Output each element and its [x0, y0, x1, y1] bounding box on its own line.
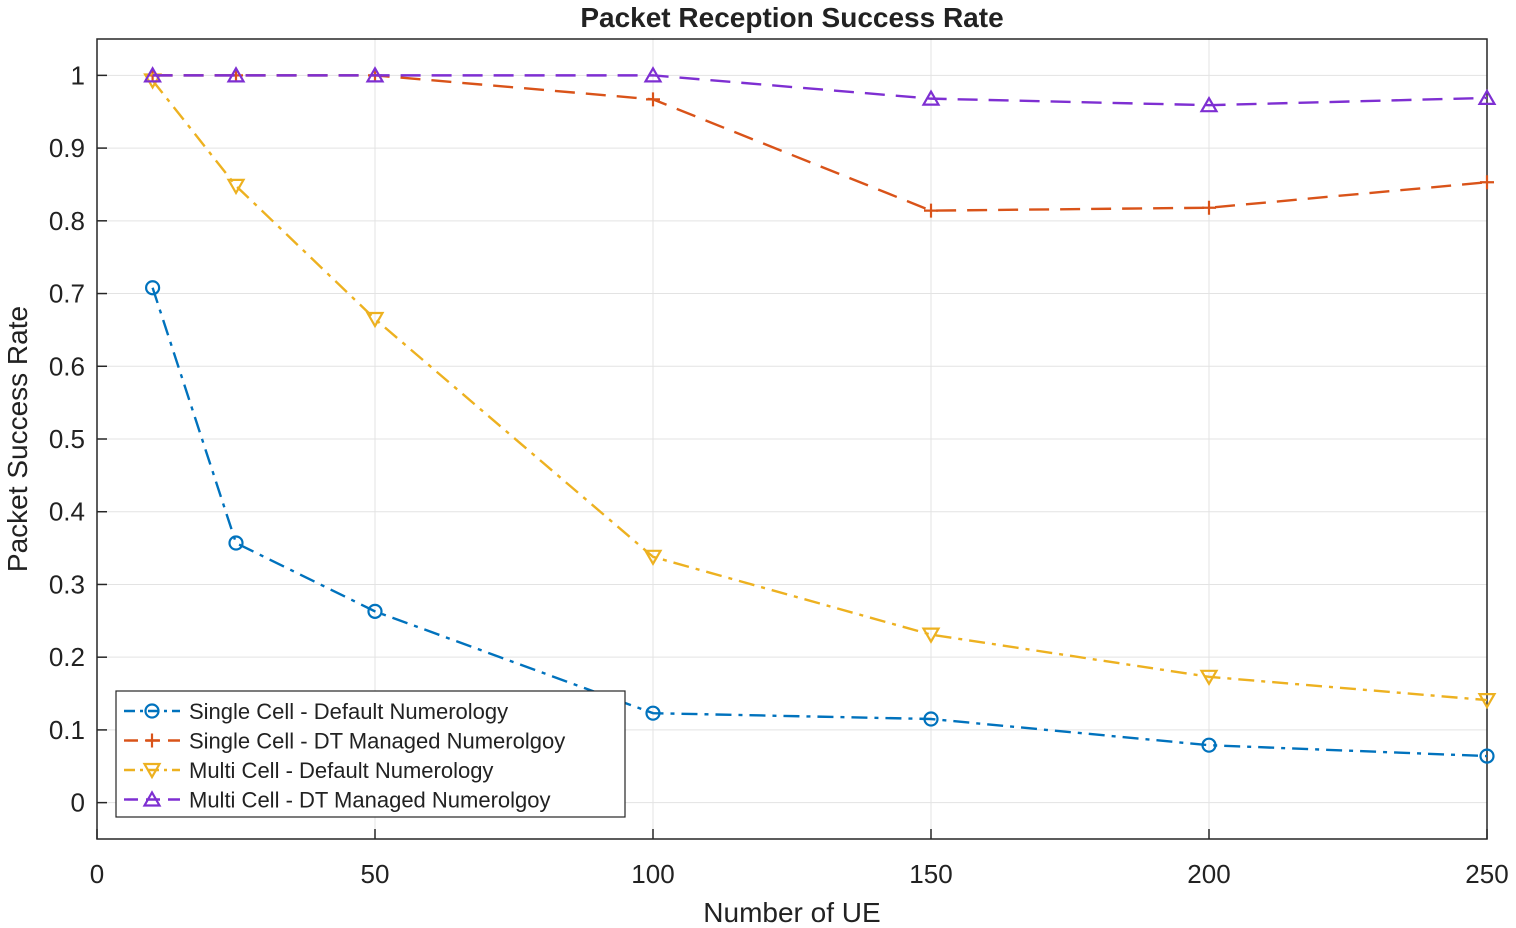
y-tick-label: 0.1: [49, 715, 85, 745]
y-tick-label: 1: [71, 60, 85, 90]
data-point: [646, 92, 660, 107]
x-tick-label: 250: [1465, 859, 1508, 889]
x-tick-label: 50: [361, 859, 390, 889]
x-axis: 0 50 100 150 200 250: [90, 829, 1509, 889]
y-tick-label: 0.4: [49, 497, 85, 527]
data-point: [643, 66, 663, 83]
y-axis: 0 0.1 0.2 0.3 0.4 0.5 0.6 0.7 0.8 0.9 1: [49, 60, 107, 818]
legend-label: Single Cell - Default Numerology: [189, 699, 508, 724]
y-tick-label: 0: [71, 788, 85, 818]
data-point: [367, 603, 383, 619]
legend-item: Multi Cell - Default Numerology: [124, 758, 493, 783]
data-point: [365, 66, 385, 83]
y-tick-label: 0.7: [49, 279, 85, 309]
data-point: [1201, 737, 1217, 753]
y-tick-label: 0.3: [49, 569, 85, 599]
data-point: [1199, 95, 1219, 113]
series-layer: [143, 66, 1497, 764]
legend-item: Single Cell - Default Numerology: [124, 699, 508, 724]
series-line: [151, 79, 1488, 702]
data-point: [142, 790, 162, 807]
data-point: [143, 66, 163, 83]
legend-item: Single Cell - DT Managed Numerolgoy: [124, 729, 565, 754]
data-point: [924, 203, 938, 218]
data-point: [1479, 748, 1495, 764]
series-1: [145, 280, 1495, 764]
data-point: [145, 280, 161, 296]
data-point: [643, 549, 663, 567]
legend-label: Multi Cell - DT Managed Numerolgoy: [189, 788, 551, 813]
x-axis-label: Number of UE: [703, 897, 880, 928]
data-point: [921, 89, 941, 106]
legend-box: [115, 690, 626, 818]
data-point: [142, 762, 162, 780]
y-tick-label: 0.6: [49, 351, 85, 381]
data-point: [228, 535, 244, 551]
data-point: [1477, 88, 1497, 106]
data-point: [144, 703, 160, 719]
data-point: [1199, 669, 1219, 687]
data-point: [365, 311, 385, 329]
x-tick-label: 150: [909, 859, 952, 889]
x-tick-label: 100: [631, 859, 674, 889]
series-4: [143, 66, 1497, 113]
data-point: [226, 178, 246, 196]
y-tick-label: 0.5: [49, 424, 85, 454]
y-tick-label: 0.9: [49, 133, 85, 163]
data-point: [1202, 200, 1216, 215]
legend-item: Multi Cell - DT Managed Numerolgoy: [124, 788, 551, 813]
data-point: [145, 733, 159, 748]
x-tick-label: 0: [90, 859, 104, 889]
data-point: [645, 705, 661, 721]
y-tick-label: 0.8: [49, 206, 85, 236]
series-3: [143, 73, 1497, 710]
x-tick-label: 200: [1187, 859, 1230, 889]
data-point: [226, 66, 246, 83]
data-point: [923, 711, 939, 727]
series-line: [152, 74, 1488, 212]
series-line: [151, 287, 1488, 758]
y-tick-label: 0.2: [49, 642, 85, 672]
legend: Single Cell - Default Numerology Single C…: [115, 690, 626, 818]
series-line: [152, 74, 1488, 107]
data-point: [921, 627, 941, 644]
y-axis-label: Packet Success Rate: [2, 306, 33, 572]
series-2: [145, 68, 1494, 218]
chart-title: Packet Reception Success Rate: [580, 2, 1003, 33]
legend-label: Single Cell - DT Managed Numerolgoy: [189, 729, 565, 754]
data-point: [1477, 692, 1497, 710]
legend-label: Multi Cell - Default Numerology: [189, 758, 493, 783]
data-point: [1480, 175, 1494, 190]
